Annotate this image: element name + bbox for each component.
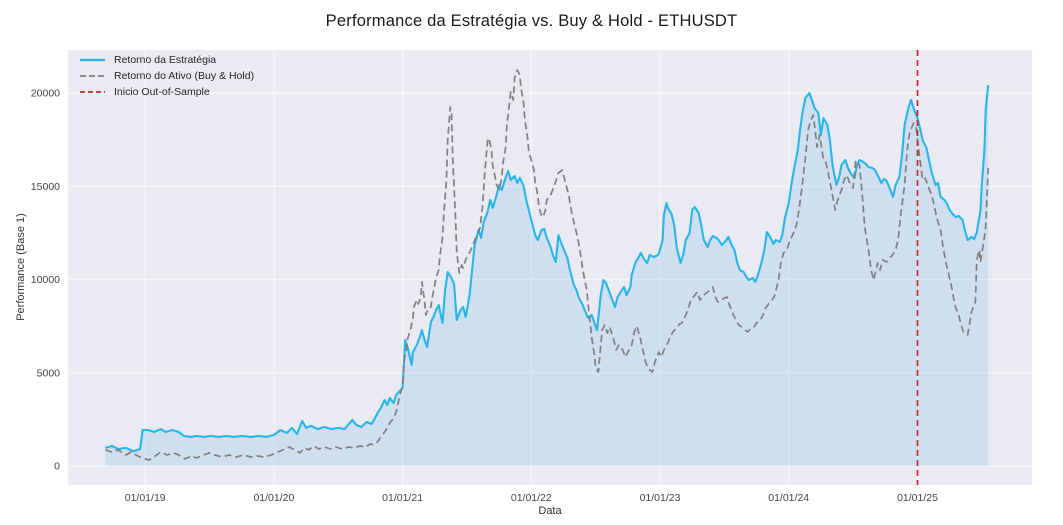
strategy-area <box>105 85 989 466</box>
asset-line <box>105 69 990 461</box>
strategy-line-swatch-icon <box>80 58 105 61</box>
legend-label-asset: Retorno do Ativo (Buy & Hold) <box>114 69 255 82</box>
x-tick-label: 01/01/19 <box>125 492 166 504</box>
oos-line-swatch-icon <box>80 90 105 93</box>
chart-title: Performance da Estratégia vs. Buy & Hold… <box>325 12 738 30</box>
strategy-line <box>105 84 990 453</box>
y-axis-label: Performance (Base 1) <box>15 213 27 321</box>
legend-label-oos: Inicio Out-of-Sample <box>114 85 210 98</box>
x-axis-label: Data <box>538 505 562 517</box>
plot-background <box>68 50 1032 485</box>
x-tick-label: 01/01/20 <box>253 492 294 504</box>
y-tick-label: 0 <box>54 461 60 473</box>
y-tick-label: 5000 <box>37 367 61 379</box>
x-tick-label: 01/01/23 <box>640 492 681 504</box>
legend: Retorno da Estratégia Retorno do Ativo (… <box>79 53 254 98</box>
x-tick-label: 01/01/22 <box>511 492 552 504</box>
legend-item-oos: Inicio Out-of-Sample <box>79 85 254 98</box>
x-tick-label: 01/01/25 <box>897 492 938 504</box>
y-tick-label: 15000 <box>31 181 60 193</box>
x-tick-label: 01/01/21 <box>382 492 423 504</box>
y-tick-label: 10000 <box>31 274 60 286</box>
y-tick-label: 20000 <box>31 88 60 100</box>
legend-label-strategy: Retorno da Estratégia <box>114 53 217 66</box>
legend-item-asset: Retorno do Ativo (Buy & Hold) <box>79 69 254 82</box>
asset-line-swatch-icon <box>80 74 105 77</box>
legend-item-strategy: Retorno da Estratégia <box>79 53 254 66</box>
x-tick-label: 01/01/24 <box>768 492 809 504</box>
